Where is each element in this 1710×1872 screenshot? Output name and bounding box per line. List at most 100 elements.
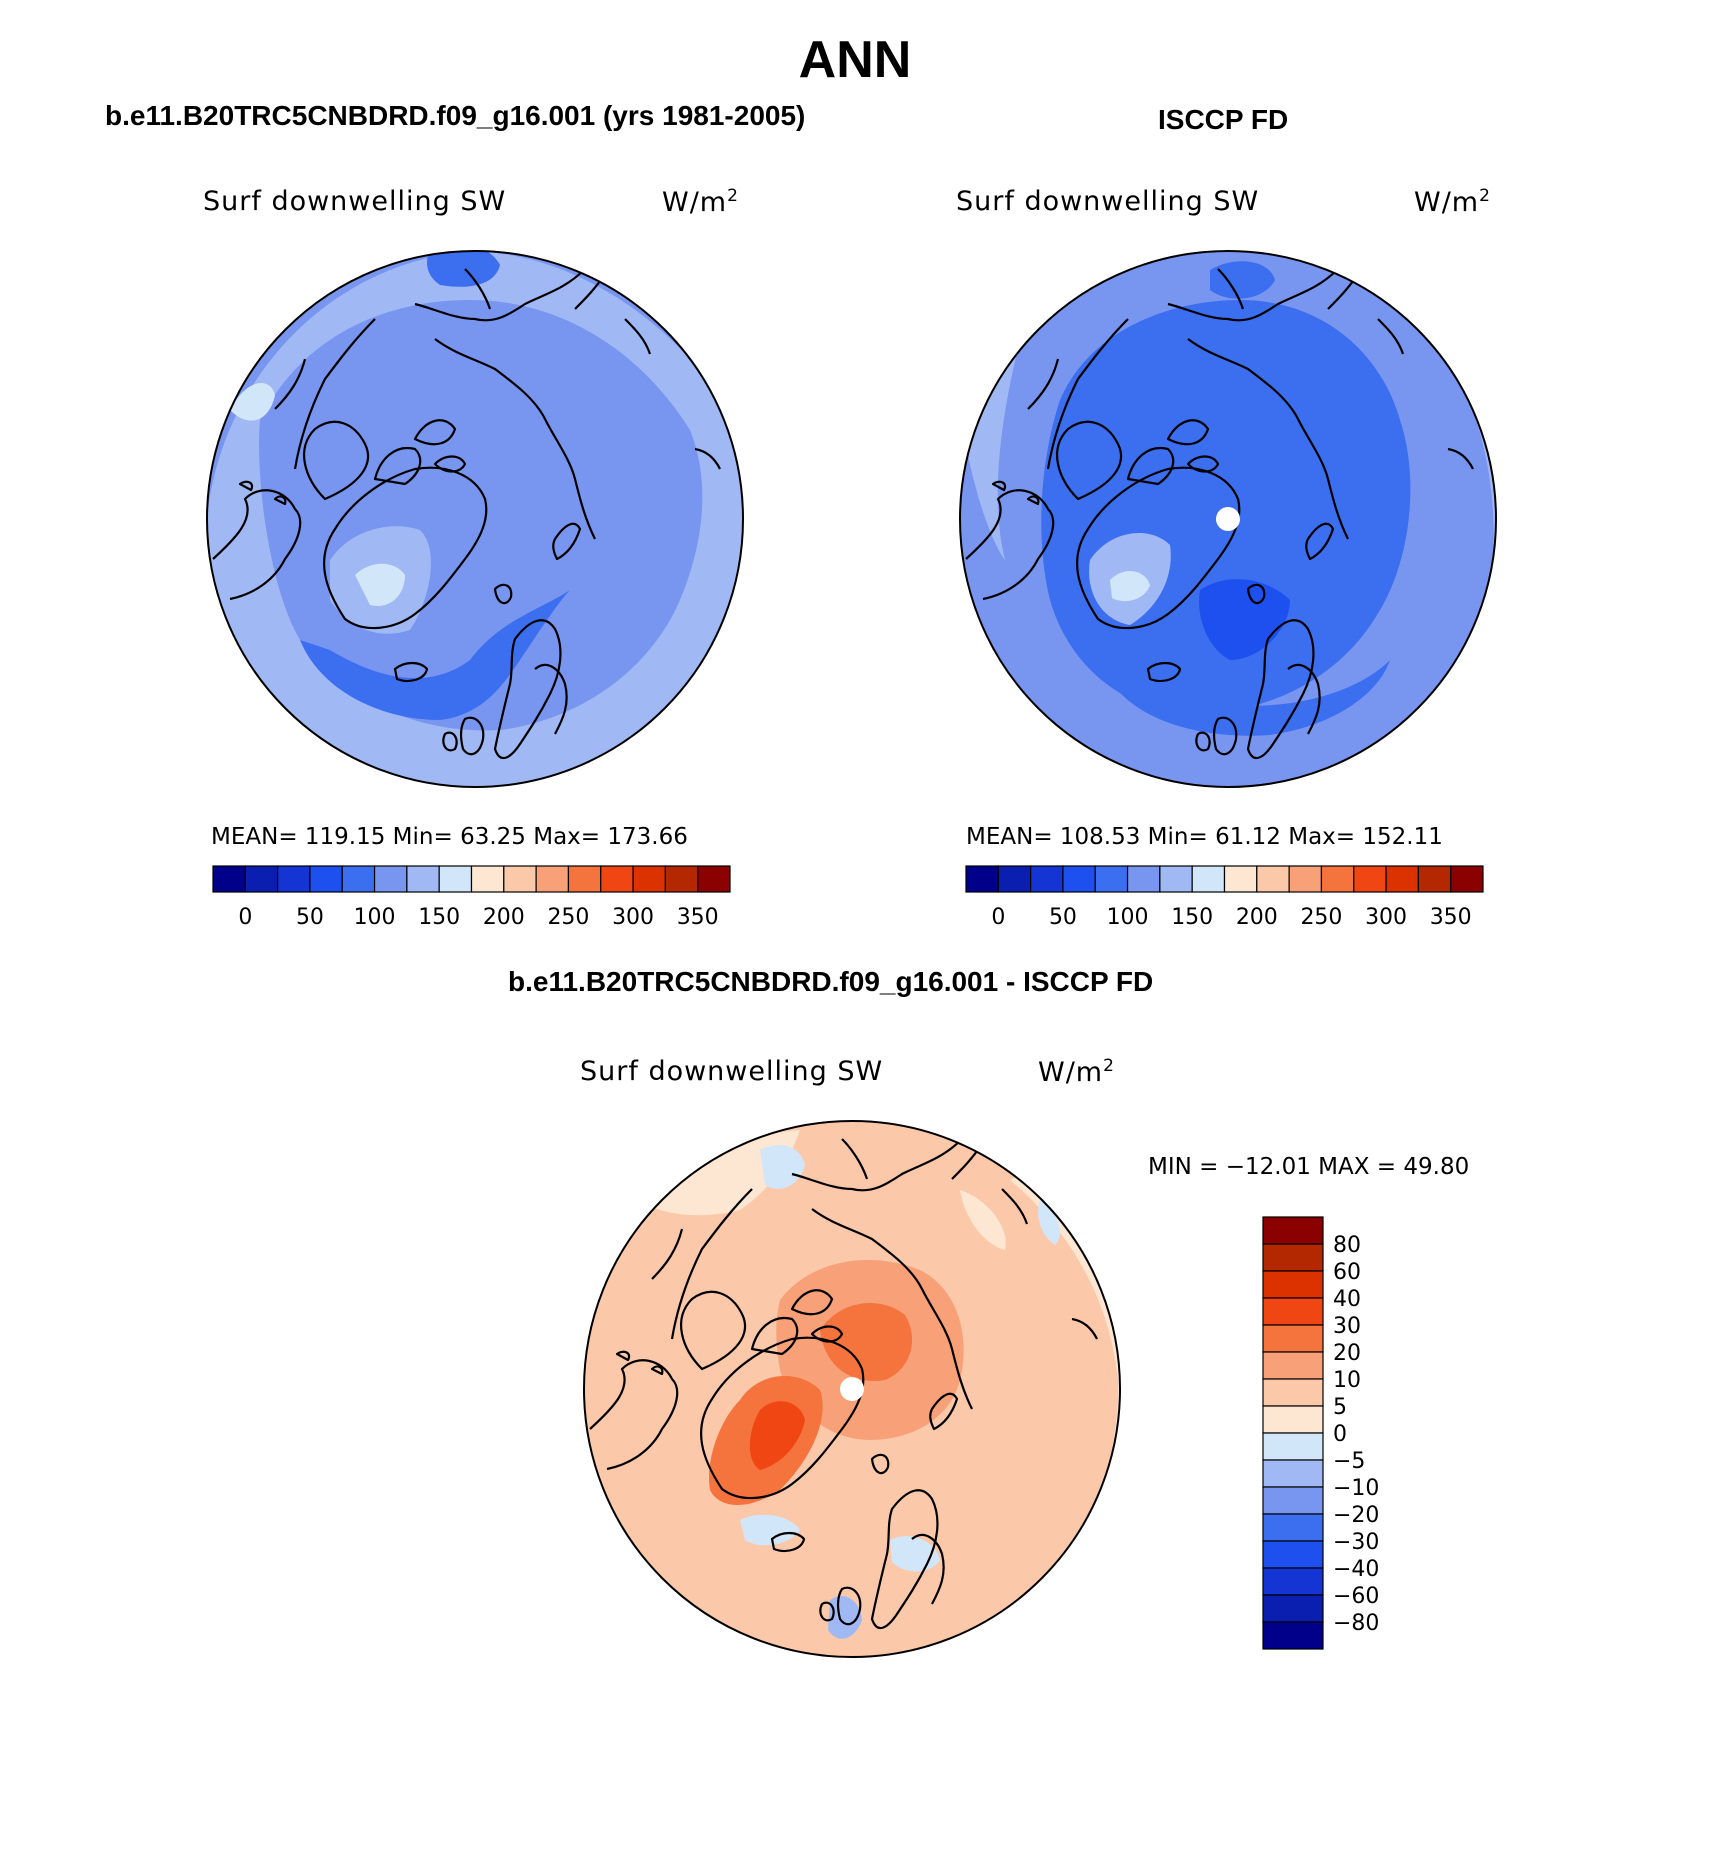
model-colorbar-label: 350 [677, 905, 719, 930]
diff-colorbar-box [1262, 1567, 1324, 1596]
obs-colorbar-box [1223, 865, 1258, 893]
diff-colorbar-label: −30 [1333, 1530, 1379, 1555]
diff-colorbar-box [1262, 1540, 1324, 1569]
obs-map [959, 250, 1497, 788]
diff-colorbar-label: 80 [1333, 1233, 1361, 1258]
model-colorbar-box [567, 865, 602, 893]
obs-colorbar: 0 50 100 150 200 250 300 350 [965, 865, 1484, 930]
diff-colorbar-label: 30 [1333, 1314, 1361, 1339]
model-colorbar-label: 200 [483, 905, 525, 930]
diff-colorbar-label: −40 [1333, 1557, 1379, 1582]
model-colorbar-label: 0 [238, 905, 252, 930]
diff-colorbar-label: −80 [1333, 1611, 1379, 1636]
diff-colorbar-box [1262, 1243, 1324, 1272]
obs-colorbar-label: 100 [1107, 905, 1149, 930]
diff-colorbar-box [1262, 1432, 1324, 1461]
obs-stats: MEAN= 108.53 Min= 61.12 Max= 152.11 [966, 824, 1443, 850]
model-colorbar-box [632, 865, 666, 893]
model-units-label: W/m2 [662, 186, 739, 218]
obs-colorbar-label: 200 [1236, 905, 1278, 930]
diff-colorbar-box [1262, 1378, 1324, 1407]
model-colorbar-box [309, 865, 343, 893]
diff-colorbar-label: −10 [1333, 1476, 1379, 1501]
obs-variable-label: Surf downwelling SW [956, 186, 1260, 217]
obs-colorbar-box [1385, 865, 1419, 893]
diff-colorbar-label: 10 [1333, 1368, 1361, 1393]
diff-colorbar-label: 5 [1333, 1395, 1347, 1420]
model-colorbar-box [697, 865, 731, 893]
diff-stats: MIN = −12.01 MAX = 49.80 [1148, 1154, 1470, 1180]
diff-colorbar-box [1262, 1297, 1324, 1326]
model-colorbar-box [535, 865, 570, 893]
model-colorbar-box [470, 865, 505, 893]
model-colorbar-label: 150 [418, 905, 460, 930]
diff-colorbar-box [1262, 1405, 1324, 1434]
model-colorbar-box [406, 865, 440, 893]
obs-colorbar-box [1126, 865, 1161, 893]
main-title: ANN [798, 31, 912, 89]
model-colorbar-box [600, 865, 634, 893]
diff-colorbar-box [1262, 1486, 1324, 1515]
diff-colorbar-label: 20 [1333, 1341, 1361, 1366]
diff-colorbar-label: 40 [1333, 1287, 1361, 1312]
obs-colorbar-label: 250 [1300, 905, 1342, 930]
obs-colorbar-box [1094, 865, 1129, 893]
diff-colorbar-box [1262, 1351, 1324, 1380]
model-variable-label: Surf downwelling SW [203, 186, 507, 217]
obs-colorbar-label: 300 [1365, 905, 1407, 930]
diff-map [583, 1120, 1121, 1658]
pole-marker-diff [840, 1377, 864, 1401]
model-stats: MEAN= 119.15 Min= 63.25 Max= 173.66 [211, 824, 688, 850]
obs-colorbar-box [965, 865, 999, 893]
model-colorbar-box [244, 865, 279, 893]
obs-colorbar-box [1159, 865, 1193, 893]
obs-colorbar-label: 0 [991, 905, 1005, 930]
model-map [206, 250, 744, 788]
diff-colorbar-box [1262, 1459, 1324, 1488]
obs-units-label: W/m2 [1414, 186, 1491, 218]
model-colorbar: 0 50 100 150 200 250 300 350 [212, 865, 731, 930]
diff-colorbar-label: 0 [1333, 1422, 1347, 1447]
model-colorbar-box [503, 865, 537, 893]
diff-colorbar-label: 60 [1333, 1260, 1361, 1285]
obs-colorbar-label: 150 [1171, 905, 1213, 930]
model-colorbar-box [277, 865, 311, 893]
diff-colorbar-label: −20 [1333, 1503, 1379, 1528]
diff-colorbar-box [1262, 1621, 1324, 1650]
obs-colorbar-box [1030, 865, 1064, 893]
diff-colorbar-box [1262, 1324, 1324, 1353]
diff-units-label: W/m2 [1038, 1056, 1115, 1088]
model-colorbar-label: 250 [547, 905, 589, 930]
obs-colorbar-box [1191, 865, 1226, 893]
obs-colorbar-box [1288, 865, 1323, 893]
diff-colorbar-label: −60 [1333, 1584, 1379, 1609]
model-colorbar-label: 300 [612, 905, 654, 930]
obs-colorbar-box [1417, 865, 1452, 893]
diff-case-title: b.e11.B20TRC5CNBDRD.f09_g16.001 - ISCCP … [508, 966, 1154, 997]
model-case-title: b.e11.B20TRC5CNBDRD.f09_g16.001 (yrs 198… [105, 100, 806, 131]
obs-colorbar-box [1256, 865, 1290, 893]
diff-colorbar-box [1262, 1513, 1324, 1542]
obs-case-title: ISCCP FD [1158, 104, 1289, 135]
obs-colorbar-label: 50 [1049, 905, 1077, 930]
model-colorbar-box [664, 865, 699, 893]
model-colorbar-box [438, 865, 473, 893]
diff-colorbar-label: −5 [1333, 1449, 1365, 1474]
obs-colorbar-label: 350 [1430, 905, 1472, 930]
diff-variable-label: Surf downwelling SW [580, 1056, 884, 1087]
model-colorbar-label: 50 [296, 905, 324, 930]
obs-colorbar-box [1062, 865, 1096, 893]
diff-colorbar-box [1262, 1216, 1324, 1245]
model-colorbar-box [341, 865, 376, 893]
obs-colorbar-box [997, 865, 1032, 893]
obs-colorbar-box [1320, 865, 1355, 893]
diff-colorbar-box [1262, 1594, 1324, 1623]
model-colorbar-box [212, 865, 246, 893]
obs-colorbar-box [1353, 865, 1387, 893]
diff-colorbar-box [1262, 1270, 1324, 1299]
obs-colorbar-box [1450, 865, 1484, 893]
pole-marker [1216, 507, 1240, 531]
model-colorbar-box [373, 865, 408, 893]
